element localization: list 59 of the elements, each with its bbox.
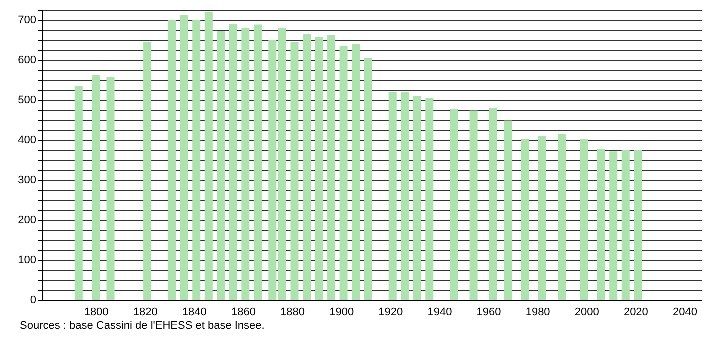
bar	[242, 28, 250, 300]
x-tick-label: 1940	[428, 306, 452, 318]
x-tick-label: 2000	[574, 306, 600, 318]
bar	[268, 40, 277, 300]
source-note: Sources : base Cassini de l'EHESS et base Insee.	[20, 320, 265, 332]
bar	[634, 150, 642, 300]
bar	[315, 37, 324, 300]
bar	[204, 12, 213, 300]
bar	[74, 86, 83, 300]
x-tick-label: 1900	[330, 306, 354, 318]
bar	[168, 20, 176, 300]
y-tick-label: 700	[18, 14, 36, 26]
y-tick-label: 600	[18, 54, 36, 66]
bar	[521, 139, 530, 300]
x-tick-label: 1920	[378, 306, 404, 318]
bar	[597, 149, 606, 300]
bar	[352, 44, 360, 300]
x-tick-label: 1960	[476, 306, 502, 318]
bar	[538, 136, 546, 300]
x-tick-label: 1980	[526, 306, 550, 318]
x-tick-label: 2020	[624, 306, 648, 318]
bar	[340, 46, 348, 300]
bar	[254, 24, 262, 300]
bar	[622, 150, 630, 300]
bar	[328, 35, 336, 300]
bar	[504, 120, 512, 300]
bar	[217, 31, 226, 300]
bar	[106, 77, 115, 300]
bar	[180, 15, 188, 300]
bar	[303, 34, 311, 300]
y-tick-label: 200	[18, 214, 36, 226]
bar	[388, 92, 397, 300]
bar	[144, 42, 152, 300]
bar	[229, 24, 238, 300]
bar	[278, 28, 286, 300]
bar	[489, 108, 498, 300]
bar	[413, 96, 422, 300]
bar	[192, 20, 201, 300]
x-tick-label: 1800	[84, 306, 109, 318]
x-tick-label: 1840	[182, 306, 207, 318]
y-tick-label: 300	[18, 174, 36, 186]
bar	[470, 110, 478, 300]
y-tick-label: 400	[18, 134, 36, 146]
bar	[364, 58, 372, 300]
bar	[580, 139, 588, 300]
bar	[401, 92, 410, 300]
x-tick-label: 1860	[231, 306, 256, 318]
y-tick-label: 100	[18, 254, 36, 266]
bar	[92, 75, 100, 300]
x-tick-label: 2040	[672, 306, 698, 318]
bar	[558, 134, 566, 300]
x-tick-label: 1820	[133, 306, 158, 318]
bar	[426, 98, 434, 300]
bar	[450, 109, 458, 300]
y-tick-label: 0	[30, 294, 36, 306]
bar	[290, 42, 299, 300]
x-tick-label: 1880	[280, 306, 306, 318]
y-tick-label: 500	[18, 94, 36, 106]
bar	[610, 152, 618, 300]
